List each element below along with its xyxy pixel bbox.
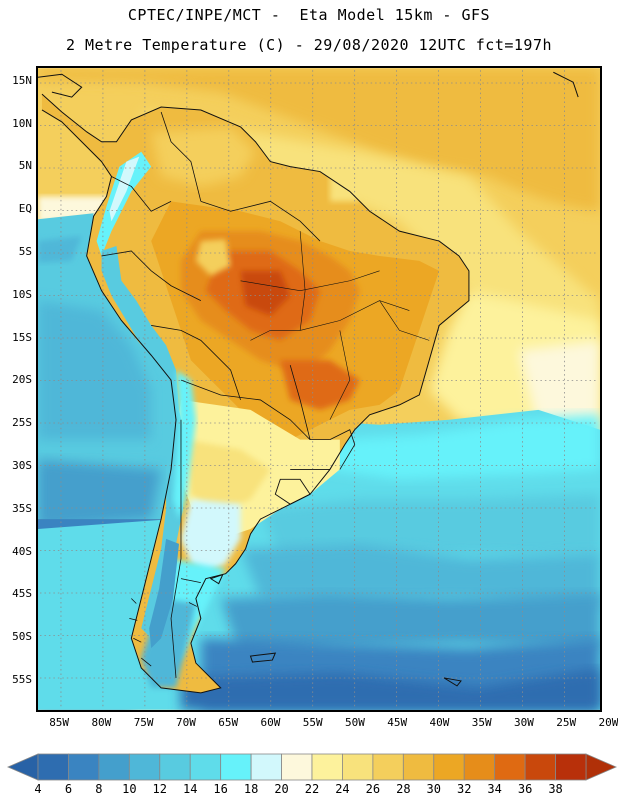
colorbar-tick-label: 28 — [396, 782, 411, 796]
latitude-label: 15N — [12, 73, 32, 87]
longitude-label: 80W — [91, 716, 112, 729]
longitude-label: 35W — [471, 716, 492, 729]
coastlines-and-borders — [38, 71, 579, 694]
colorbar-swatch — [189, 753, 222, 781]
colorbar-tick-label: 38 — [548, 782, 563, 796]
latitude-label: 50S — [12, 630, 32, 644]
latitude-label: EQ — [18, 202, 32, 216]
latitude-label: 5S — [18, 245, 32, 259]
title-line-2: 2 Metre Temperature (C) - 29/08/2020 12U… — [65, 36, 553, 54]
colorbar-tick-label: 14 — [182, 782, 198, 796]
longitude-label: 65W — [218, 716, 239, 729]
colorbar-right-arrow — [585, 753, 618, 781]
colorbar-swatch — [342, 753, 374, 781]
colorbar-swatch — [311, 753, 343, 781]
latitude-label: 25S — [12, 416, 32, 430]
temperature-colorbar — [6, 753, 618, 781]
colorbar-tick-label: 30 — [426, 782, 441, 796]
colorbar-swatch — [433, 753, 465, 781]
colorbar-swatch — [68, 753, 100, 781]
colorbar-tick-label: 36 — [517, 782, 533, 796]
latitude-label: 5N — [18, 159, 32, 173]
colorbar-swatch — [250, 753, 282, 781]
colorbar-tick-label: 4 — [34, 782, 42, 796]
colorbar-swatch — [463, 753, 496, 781]
colorbar-swatch — [555, 753, 587, 781]
colorbar-swatch — [128, 753, 161, 781]
latitude-label: 35S — [12, 501, 32, 515]
colorbar-left-arrow — [6, 753, 39, 781]
longitude-label: 40W — [429, 716, 450, 729]
colorbar-swatch — [159, 753, 191, 781]
colorbar-swatch — [98, 753, 130, 781]
longitude-label: 60W — [260, 716, 281, 729]
colorbar-swatch — [37, 753, 69, 781]
colorbar-swatch — [372, 753, 404, 781]
latitude-label: 45S — [12, 587, 32, 601]
lat-lon-gridlines — [39, 70, 599, 708]
longitude-label: 75W — [133, 716, 154, 729]
colorbar-tick-label: 10 — [122, 782, 137, 796]
map-panel — [36, 66, 602, 712]
longitude-label: 55W — [302, 716, 323, 729]
longitude-label: 25W — [556, 716, 577, 729]
longitude-label: 50W — [344, 716, 365, 729]
temperature-map — [38, 68, 600, 710]
colorbar-swatch — [524, 753, 556, 781]
latitude-label: 10N — [12, 116, 32, 130]
colorbar-tick-label: 26 — [365, 782, 381, 796]
colorbar-tick-label: 24 — [335, 782, 350, 796]
colorbar-tick-label: 34 — [487, 782, 502, 796]
longitude-label: 85W — [49, 716, 70, 729]
colorbar-swatch — [402, 753, 435, 781]
longitude-label: 70W — [175, 716, 196, 729]
longitude-label: 45W — [387, 716, 408, 729]
colorbar-swatch — [281, 753, 313, 781]
colorbar-tick-label: 22 — [304, 782, 320, 796]
colorbar-tick-label: 20 — [274, 782, 289, 796]
latitude-label: 20S — [12, 373, 32, 387]
longitude-label: 30W — [514, 716, 534, 729]
latitude-label: 55S — [12, 673, 32, 687]
colorbar-tick-label: 12 — [152, 782, 167, 796]
longitude-label: 20W — [598, 716, 618, 729]
colorbar-tick-label: 6 — [64, 782, 73, 796]
latitude-label: 15S — [12, 330, 32, 344]
land-temperature-field — [41, 94, 469, 693]
colorbar-tick-label: 32 — [456, 782, 472, 796]
colorbar-tick-label: 16 — [213, 782, 228, 796]
latitude-label: 40S — [12, 544, 32, 558]
title-line-1: CPTEC/INPE/MCT - Eta Model 15km - GFS — [127, 6, 491, 24]
colorbar-swatch — [494, 753, 526, 781]
latitude-label: 10S — [12, 287, 32, 301]
colorbar-swatch — [220, 753, 252, 781]
latitude-label: 30S — [12, 459, 32, 473]
colorbar-tick-label: 18 — [243, 782, 259, 796]
colorbar-tick-label: 8 — [95, 782, 103, 796]
